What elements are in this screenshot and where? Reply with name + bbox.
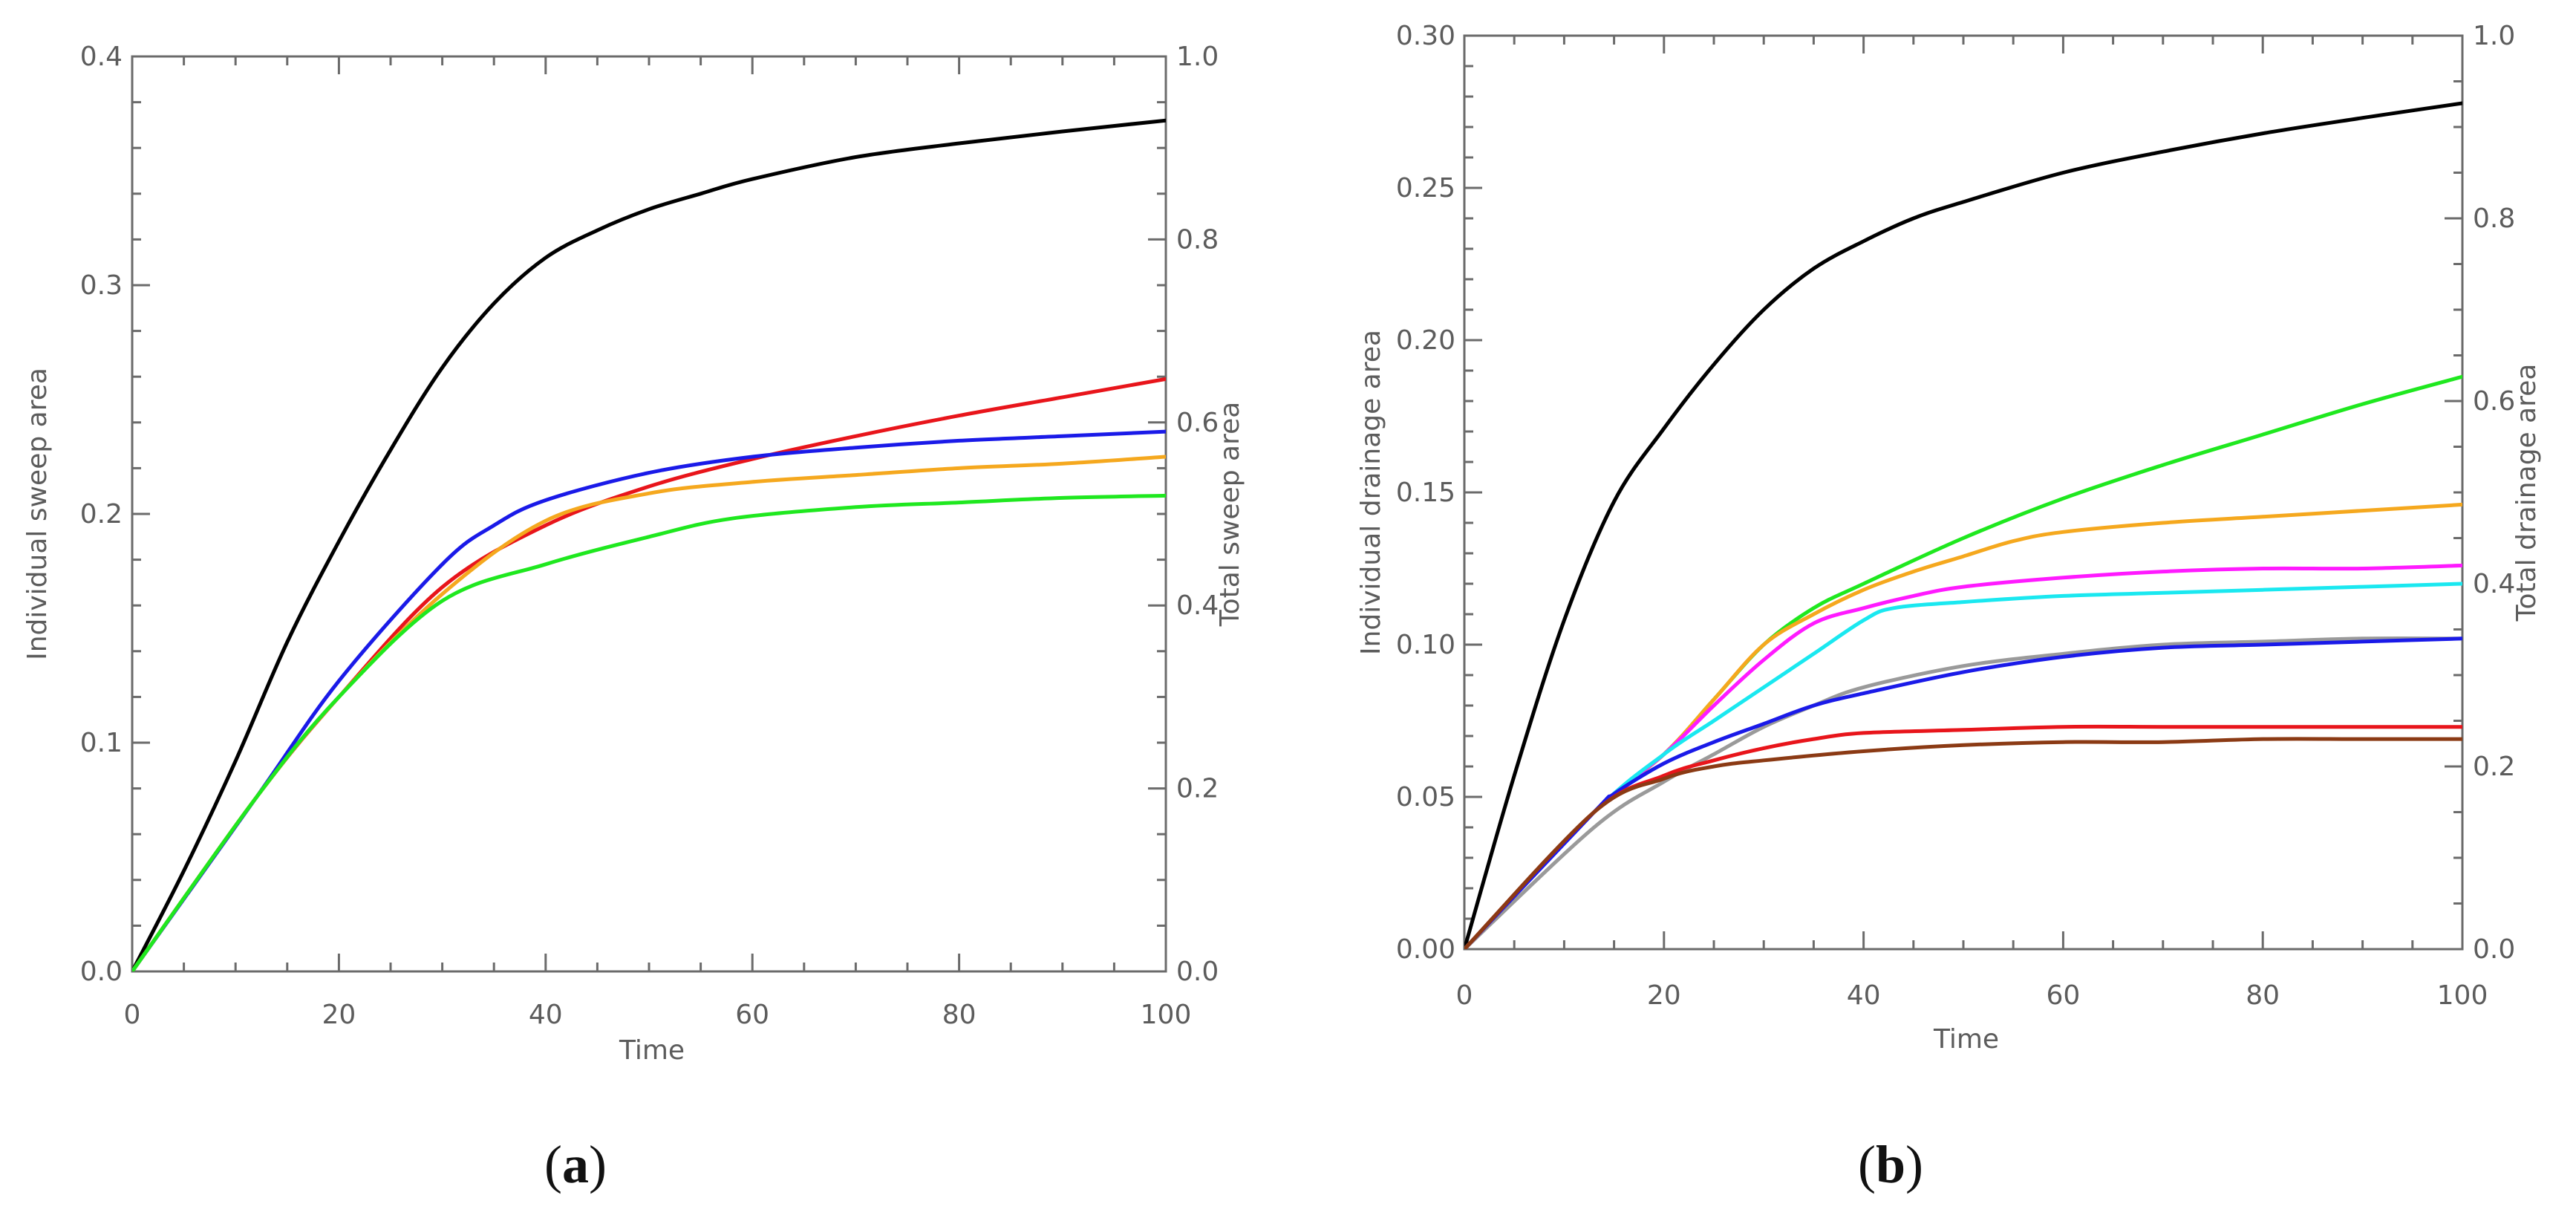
y2-tick-label: 0.4 xyxy=(2473,569,2515,599)
x-tick-label: 60 xyxy=(735,1000,769,1030)
series-line-total xyxy=(132,118,1166,971)
panel-label-close: ) xyxy=(1905,1135,1923,1194)
plot-frame xyxy=(131,55,1167,973)
x-tick-label: 40 xyxy=(1847,980,1881,1011)
y-tick-label: 0.10 xyxy=(1396,630,1455,660)
y-axis-label: Individual sweep area xyxy=(22,368,53,660)
panel-label: (b) xyxy=(1858,1135,1923,1194)
y2-tick-label: 0.6 xyxy=(2473,386,2515,417)
y-tick-label: 0.3 xyxy=(80,270,123,301)
x-axis-label: Time xyxy=(1933,1024,1999,1055)
y2-tick-label: 0.6 xyxy=(1176,408,1219,438)
series-group xyxy=(1464,101,2462,949)
y2-axis-label: Total drainage area xyxy=(2511,364,2542,622)
y-tick-label: 0.1 xyxy=(80,728,123,758)
y2-tick-label: 0.2 xyxy=(1176,774,1219,804)
panel-a: 0 20 40 60 80 100 0.0 0.1 0.2 0.3 0.4 0.0 0.2 0.4 0.6 0… xyxy=(22,42,1245,1194)
panel-b: 0 20 40 60 80 100 0.00 0.05 0.10 0.15 0.20 0.25 0.30… xyxy=(1356,21,2542,1194)
series-line-blue xyxy=(132,429,1166,971)
y2-tick-label: 0.0 xyxy=(2473,934,2515,965)
y-tick-label: 0.0 xyxy=(80,957,123,987)
y-tick-label: 0.2 xyxy=(80,499,123,530)
series-line-gray xyxy=(1464,636,2462,949)
series-line-blue xyxy=(1464,636,2462,949)
y-tick-label: 0.4 xyxy=(80,42,123,72)
y-tick-label: 0.30 xyxy=(1396,21,1455,51)
y2-tick-label: 1.0 xyxy=(1176,42,1219,72)
series-line-orange xyxy=(132,455,1166,971)
panel-label-open: ( xyxy=(544,1135,562,1194)
y2-tick-label: 0.0 xyxy=(1176,957,1219,987)
y2-tick-label: 0.2 xyxy=(2473,752,2515,782)
panel-label-open: ( xyxy=(1858,1135,1876,1194)
series-line-cyan xyxy=(1464,582,2462,949)
series-line-green xyxy=(132,493,1166,971)
y-tick-label: 0.15 xyxy=(1396,478,1455,508)
panel-label-close: ) xyxy=(589,1135,607,1194)
x-tick-label: 0 xyxy=(1456,980,1473,1011)
x-axis-label: Time xyxy=(619,1035,685,1066)
series-line-red xyxy=(1464,724,2462,949)
panel-label-letter: b xyxy=(1876,1135,1905,1194)
y2-tick-label: 0.8 xyxy=(2473,203,2515,234)
series-line-magenta xyxy=(1464,563,2462,949)
series-line-brown xyxy=(1464,737,2462,949)
x-tick-label: 20 xyxy=(322,1000,356,1030)
x-tick-label: 60 xyxy=(2046,980,2080,1011)
x-tick-label: 80 xyxy=(942,1000,976,1030)
panel-label-letter: a xyxy=(562,1135,589,1194)
y2-tick-label: 0.8 xyxy=(1176,224,1219,255)
x-tick-label: 80 xyxy=(2246,980,2280,1011)
x-tick-label: 40 xyxy=(529,1000,563,1030)
series-line-red xyxy=(132,377,1166,971)
x-tick-label: 100 xyxy=(2437,980,2488,1011)
y-tick-label: 0.25 xyxy=(1396,173,1455,203)
y-axis-label: Individual drainage area xyxy=(1356,330,1386,655)
y-tick-label: 0.05 xyxy=(1396,782,1455,812)
series-group xyxy=(132,118,1166,971)
x-tick-label: 20 xyxy=(1647,980,1681,1011)
y2-tick-label: 1.0 xyxy=(2473,21,2515,51)
panel-label: (a) xyxy=(544,1135,607,1194)
series-line-green xyxy=(1464,374,2462,949)
series-line-total xyxy=(1464,101,2462,949)
x-tick-label: 0 xyxy=(124,1000,141,1030)
y-tick-label: 0.20 xyxy=(1396,325,1455,356)
y2-tick-label: 0.4 xyxy=(1176,590,1219,621)
x-tick-label: 100 xyxy=(1141,1000,1192,1030)
y2-axis-label: Total sweep area xyxy=(1215,402,1245,628)
y-tick-label: 0.00 xyxy=(1396,934,1455,965)
